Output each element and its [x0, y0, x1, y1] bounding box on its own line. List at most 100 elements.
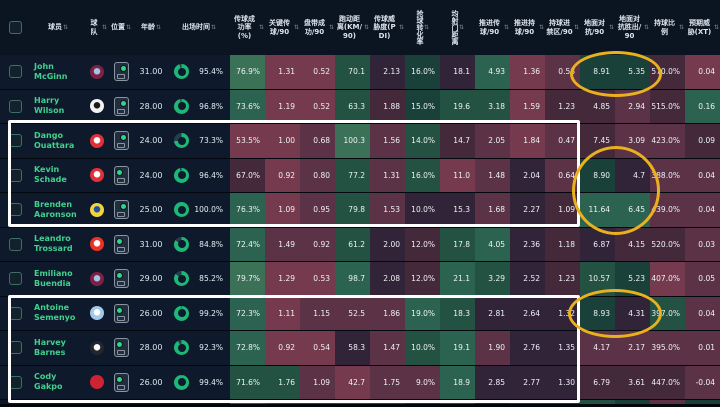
col-header-pass_threat[interactable]: 传球威胁度(PDI) ⇅ [370, 0, 405, 55]
table-row: John McGinn 31.00 95.4% 76.9% 1.31 0.52 70.1 2.… [0, 55, 720, 90]
row-checkbox[interactable] [8, 341, 22, 355]
stat-cell-prog_carries: 2.76 [510, 331, 545, 365]
col-header-shot_dist[interactable]: 均射门距离 ⇅ [440, 0, 475, 55]
stat-cell-key_passes: 1.00 [265, 124, 300, 158]
row-checkbox[interactable] [8, 99, 22, 113]
col-header-position[interactable]: 位置 ⇅ [108, 0, 134, 55]
age-value: 26.00 [134, 365, 168, 399]
col-header-distance[interactable]: 跑动距离(KM/90) ⇅ [335, 0, 370, 55]
col-header-label: 跑动距离(KM/90) [336, 14, 363, 40]
age-value: 28.00 [134, 89, 168, 123]
stat-cell-dribbles: 0.80 [300, 158, 335, 192]
col-header-ground_duels[interactable]: 地面对抗/90 ⇅ [580, 0, 615, 55]
row-checkbox[interactable] [8, 375, 22, 389]
table-row: Dango Ouattara 24.00 73.3% 53.5% 1.00 0.68 100… [0, 124, 720, 159]
player-name[interactable]: Antoine Semenyo [34, 303, 76, 323]
row-checkbox[interactable] [8, 168, 22, 182]
position-dot [119, 99, 127, 107]
playtime-ring-icon [174, 340, 189, 356]
stat-cell-prog_carries: 2.36 [510, 227, 545, 261]
position-dot [119, 134, 127, 142]
row-checkbox[interactable] [8, 237, 22, 251]
stat-cell-distance: 100.3 [335, 124, 370, 158]
col-header-label: 年龄 [140, 23, 155, 32]
stat-cell-shot_dist: 18.3 [440, 296, 475, 330]
player-name[interactable]: Emiliano Buendia [34, 268, 73, 288]
col-header-prog_passes[interactable]: 推进传球/90 ⇅ [475, 0, 510, 55]
col-header-prog_carries[interactable]: 推进持球/90 ⇅ [510, 0, 545, 55]
player-name[interactable]: Harry Wilson [34, 96, 65, 116]
sort-icon: ⇅ [573, 23, 579, 31]
sort-icon: ⇅ [210, 23, 217, 31]
position-dot [115, 341, 123, 349]
ring-hole [177, 67, 186, 76]
stat-cell-prog_passes: 2.85 [475, 365, 510, 399]
playtime-percent: 73.3% [199, 136, 223, 146]
player-name[interactable]: John McGinn [34, 61, 68, 81]
sort-icon: ⇅ [458, 23, 465, 31]
col-header-xt[interactable]: 预期威胁(XT) ⇅ [685, 0, 720, 55]
player-name[interactable]: Cody Gakpo [34, 372, 63, 392]
stat-cell-key_passes: 1.11 [265, 296, 300, 330]
col-header-steal_conv[interactable]: 抢球转化率 ⇅ [405, 0, 440, 55]
col-header-duels_won[interactable]: 地面对抗胜出/90 ⇅ [615, 0, 650, 55]
player-name[interactable]: Kevin Schade [34, 165, 67, 185]
row-checkbox[interactable] [8, 65, 22, 79]
select-all-checkbox[interactable] [8, 21, 22, 34]
col-header-dribbles[interactable]: 盘带成功/90 ⇅ [300, 0, 335, 55]
col-header-pass_pct[interactable]: 传球成功率(%) ⇅ [230, 0, 265, 55]
stat-cell-pass_pct: 67.0% [230, 158, 265, 192]
ring-hole [177, 240, 186, 249]
row-checkbox[interactable] [8, 134, 22, 148]
position-dot [115, 168, 123, 176]
col-header-playtime[interactable]: 出场时间 ⇅ [168, 0, 230, 55]
col-header-age[interactable]: 年龄 ⇅ [134, 0, 168, 55]
playtime-ring-icon [174, 202, 189, 218]
stat-cell-hold_ratio: 395.0% [650, 331, 685, 365]
stat-cell-prog_passes: 3.18 [475, 89, 510, 123]
playtime-cell: 100.0% [168, 193, 230, 227]
stat-cell-prog_carries: 2.52 [510, 262, 545, 296]
row-checkbox[interactable] [8, 272, 22, 286]
player-name[interactable]: Leandro Trossard [34, 234, 73, 254]
stat-cell-steal_conv: 15.0% [405, 89, 440, 123]
stat-cell-dribbles: 1.09 [300, 365, 335, 399]
stat-cell-pass_pct: 76.9% [230, 55, 265, 89]
stat-cell-prog_passes: 2.81 [475, 296, 510, 330]
col-header-team[interactable]: 球队 ⇅ [86, 0, 108, 55]
position-cell [108, 55, 134, 89]
stat-cell-distance: 77.2 [335, 158, 370, 192]
col-header-label: 传球成功率(%) [233, 14, 255, 40]
playtime-cell: 92.3% [168, 331, 230, 365]
row-checkbox[interactable] [8, 203, 22, 217]
col-header-player[interactable]: 球员 ⇅ [30, 0, 86, 55]
player-name[interactable]: Dango Ouattara [34, 130, 75, 150]
player-name[interactable]: Harvey Barnes [34, 337, 66, 357]
col-header-key_passes[interactable]: 关键传球/90 ⇅ [265, 0, 300, 55]
stat-cell-xt: 0.03 [685, 227, 720, 261]
playtime-cell: 96.4% [168, 158, 230, 192]
position-dot [115, 375, 123, 383]
row-checkbox[interactable] [8, 306, 22, 320]
partial-stat-cell [580, 400, 615, 404]
stat-cell-ground_duels: 6.79 [580, 365, 615, 399]
playtime-cell: 84.8% [168, 227, 230, 261]
row-select-cell [0, 124, 30, 158]
team-cell [86, 158, 108, 192]
playtime-ring-icon [174, 271, 189, 287]
stat-cell-pass_pct: 72.3% [230, 296, 265, 330]
stat-cell-pass_threat: 2.08 [370, 262, 405, 296]
stat-cell-xt: 0.04 [685, 55, 720, 89]
stat-cell-shot_dist: 15.3 [440, 193, 475, 227]
sort-icon: ⇅ [423, 23, 430, 31]
table-row: Harry Wilson 28.00 96.8% 73.6% 1.19 0.52 63.3 1… [0, 89, 720, 124]
sort-icon: ⇅ [538, 23, 544, 31]
player-name[interactable]: Brenden Aaronson [34, 199, 77, 219]
stat-cell-pass_threat: 1.31 [370, 158, 405, 192]
col-header-box_entries[interactable]: 持球进禁区/90 ⇅ [545, 0, 580, 55]
stat-cell-key_passes: 1.19 [265, 89, 300, 123]
stat-cell-hold_ratio: 388.0% [650, 158, 685, 192]
stat-cell-pass_threat: 1.53 [370, 193, 405, 227]
col-header-hold_ratio[interactable]: 持球比例 ⇅ [650, 0, 685, 55]
